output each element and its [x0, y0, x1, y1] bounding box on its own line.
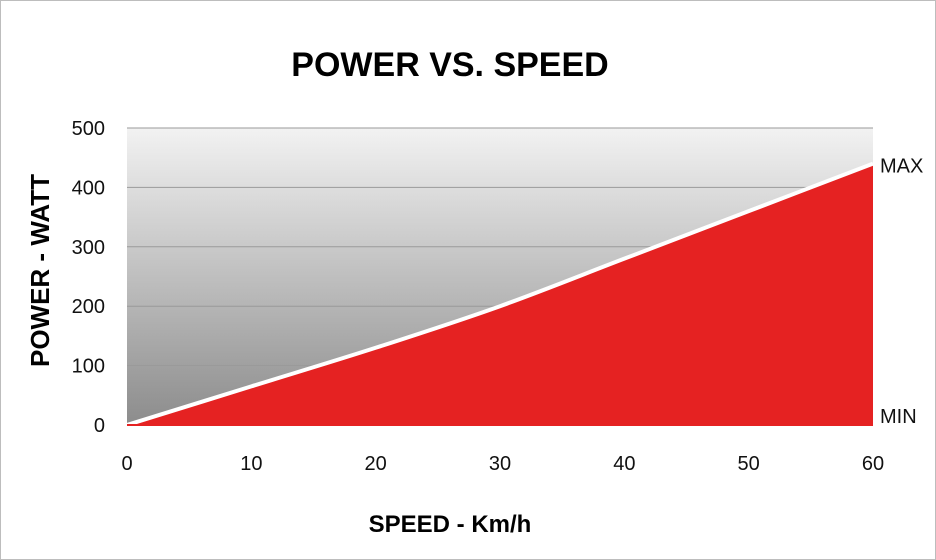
power-curve-line — [126, 161, 874, 427]
x-axis-ticks: 0 10 20 30 40 50 60 — [121, 453, 884, 475]
x-tick-label: 40 — [613, 453, 635, 475]
x-tick-label: 30 — [489, 453, 511, 475]
chart-title: POWER VS. SPEED — [291, 46, 608, 84]
y-axis-ticks: 0 100 200 300 400 500 — [72, 118, 105, 437]
y-tick-label: 100 — [72, 356, 105, 378]
y-tick-label: 300 — [72, 237, 105, 259]
y-tick-label: 200 — [72, 296, 105, 318]
y-axis-title: POWER - WATT — [25, 174, 55, 367]
min-annotation: MIN — [880, 406, 917, 428]
x-tick-label: 0 — [121, 453, 132, 475]
y-tick-label: 400 — [72, 177, 105, 199]
power-area — [127, 163, 873, 425]
x-tick-label: 20 — [365, 453, 387, 475]
max-annotation: MAX — [880, 156, 923, 178]
x-tick-label: 10 — [240, 453, 262, 475]
x-tick-label: 60 — [862, 453, 884, 475]
x-tick-label: 50 — [738, 453, 760, 475]
x-axis-title: SPEED - Km/h — [369, 511, 532, 538]
y-tick-label: 500 — [72, 118, 105, 140]
y-tick-label: 0 — [94, 415, 105, 437]
